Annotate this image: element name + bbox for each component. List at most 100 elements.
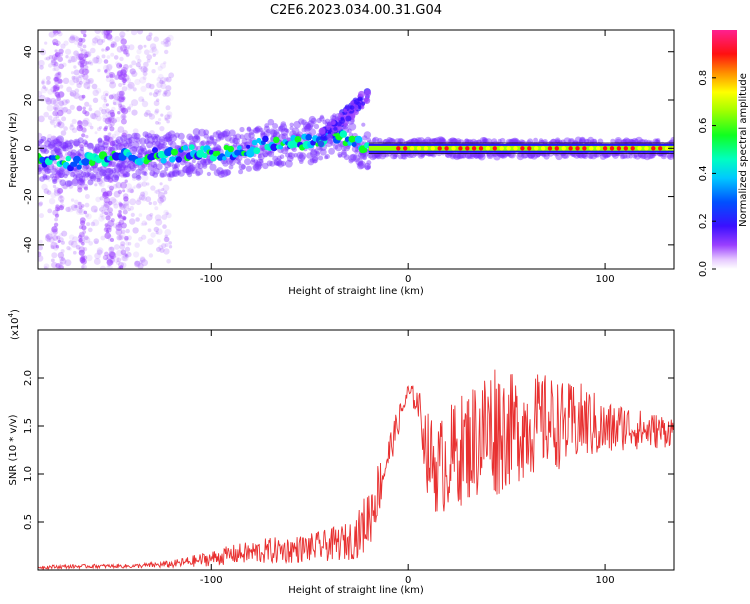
spectrogram-speckle (103, 138, 110, 146)
spectrogram-band (263, 130, 271, 138)
spectrogram-band (343, 144, 351, 152)
spectrogram-speckle (159, 247, 165, 253)
spectrogram-speckle (50, 58, 56, 64)
spectrogram-band (357, 160, 364, 167)
spectrogram-speckle (146, 214, 153, 221)
spectrogram-speckle (38, 176, 42, 182)
spectrogram-band (38, 138, 44, 144)
spectrogram-speckle (96, 38, 104, 46)
spectrogram-band (455, 138, 462, 144)
spectrogram-band (500, 151, 508, 159)
spectrogram-speckle (110, 112, 116, 117)
spectrogram-band (424, 136, 432, 144)
spectrogram-speckle (91, 41, 97, 46)
spectrogram-speckle (46, 56, 51, 61)
spectrogram-speckle (103, 34, 108, 39)
spectrogram-band (97, 145, 105, 153)
spectrogram-band (257, 154, 262, 159)
spectrogram-panel: -100 0 100 -40 -20 0 20 40 Height of straight l… (8, 29, 675, 297)
spectrogram-speckle (119, 203, 125, 209)
spectrogram-speckle (99, 196, 104, 201)
spectrogram-peak (658, 146, 663, 151)
spectrogram-band (212, 141, 217, 146)
spectrogram-band (244, 158, 251, 166)
spectrogram-speckle (118, 234, 124, 241)
spectrogram-speckle (115, 224, 123, 231)
spectrogram-speckle (148, 201, 152, 205)
spectrogram-speckle (128, 187, 134, 193)
spectrogram-speckle (74, 92, 81, 100)
spectrogram-speckle (167, 114, 172, 120)
spectrogram-speckle (51, 258, 55, 263)
spectrogram-speckle (48, 198, 56, 205)
spectrogram-speckle (88, 241, 93, 246)
spectrogram-speckle (55, 263, 61, 268)
spectrogram-speckle (124, 246, 131, 252)
spectrogram-band (319, 148, 327, 156)
spectrogram-speckle (58, 178, 62, 183)
spectrogram-speckle (109, 185, 114, 191)
spectrogram-peak (430, 146, 435, 151)
spectrogram-band (297, 154, 306, 162)
spectrogram-y-tick-label: 40 (23, 45, 34, 58)
spectrogram-speckle (60, 130, 67, 136)
spectrogram-band (97, 140, 105, 148)
spectrogram-band (89, 166, 94, 171)
spectrogram-band (174, 132, 180, 138)
spectrogram-speckle (118, 90, 125, 97)
spectrogram-speckle (119, 232, 126, 239)
spectrogram-speckle (51, 252, 58, 259)
spectrogram-speckle (163, 41, 169, 48)
spectrogram-band (332, 113, 337, 118)
spectrogram-speckle (152, 53, 156, 57)
spectrogram-band (250, 159, 256, 165)
spectrogram-peak (623, 146, 628, 151)
spectrogram-band (202, 158, 207, 164)
spectrogram-speckle (122, 78, 127, 83)
spectrogram-core (169, 156, 176, 163)
spectrogram-band (192, 135, 201, 144)
spectrogram-band (283, 147, 289, 152)
spectrogram-band (464, 138, 470, 144)
spectrogram-speckle (141, 98, 145, 102)
spectrogram-band (128, 162, 136, 170)
spectrogram-speckle (109, 79, 115, 85)
spectrogram-speckle (71, 118, 77, 124)
spectrogram-speckle (54, 217, 58, 222)
spectrogram-band (200, 158, 207, 165)
spectrogram-speckle (74, 36, 80, 42)
spectrogram-speckle (109, 178, 114, 183)
spectrogram-band (371, 154, 377, 160)
spectrogram-band (153, 167, 160, 175)
spectrogram-speckle (156, 145, 161, 150)
spectrogram-band (587, 136, 594, 144)
spectrogram-speckle (132, 132, 140, 140)
spectrogram-band (88, 172, 96, 180)
spectrogram-speckle (86, 222, 91, 227)
spectrogram-band (144, 134, 149, 139)
spectrogram-band (115, 143, 123, 151)
spectrogram-speckle (148, 253, 154, 258)
spectrogram-band (86, 167, 92, 173)
spectrogram-speckle (167, 34, 174, 42)
spectrogram-speckle (149, 83, 155, 90)
spectrogram-speckle (89, 61, 94, 66)
spectrogram-speckle (145, 109, 151, 116)
spectrogram-speckle (57, 100, 65, 108)
spectrogram-speckle (57, 71, 61, 76)
spectrogram-speckle (104, 251, 109, 257)
spectrogram-band (186, 133, 193, 141)
spectrogram-band (123, 171, 129, 178)
spectrogram-speckle (99, 182, 103, 187)
spectrogram-band (447, 138, 453, 144)
spectrogram-speckle (67, 59, 72, 64)
spectrogram-band (355, 158, 364, 166)
spectrogram-speckle (134, 78, 141, 86)
spectrogram-speckle (151, 48, 159, 56)
spectrogram-speckle (129, 68, 136, 75)
spectrogram-speckle (84, 194, 90, 199)
spectrogram-speckle (38, 251, 42, 256)
spectrogram-band (278, 125, 286, 133)
spectrogram-band (449, 152, 457, 160)
